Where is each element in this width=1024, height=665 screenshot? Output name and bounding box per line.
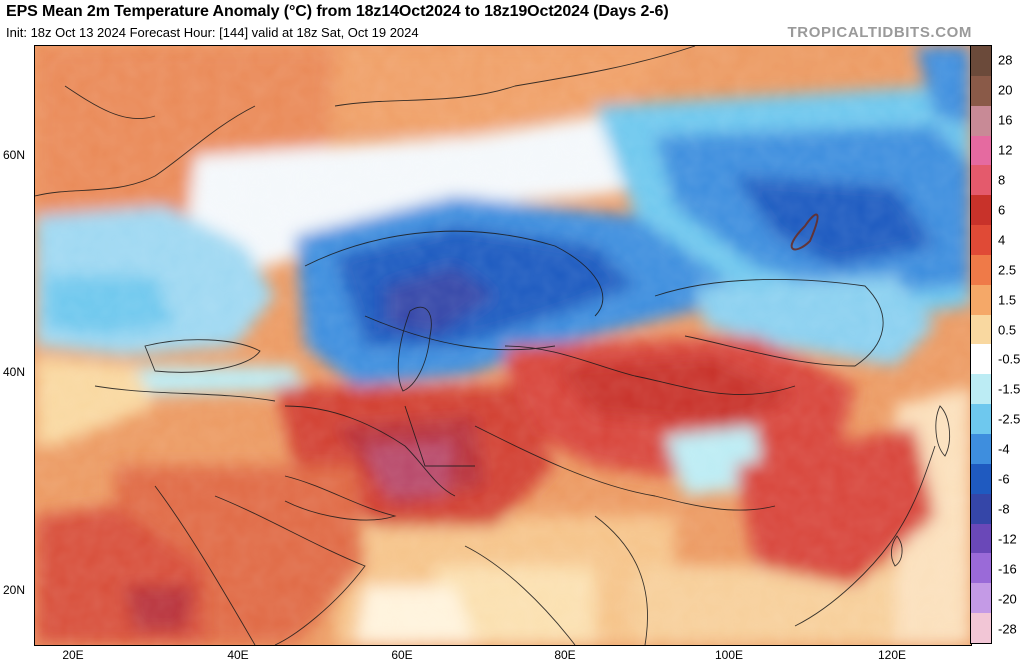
colorbar-tick-label: -28 xyxy=(998,621,1017,637)
colorbar-swatch xyxy=(971,135,991,166)
colorbar-tick-label: -16 xyxy=(998,561,1017,577)
colorbar xyxy=(970,45,992,644)
colorbar-swatch xyxy=(971,105,991,136)
colorbar-swatch xyxy=(971,433,991,464)
colorbar-swatch xyxy=(971,344,991,375)
colorbar-swatch xyxy=(971,46,991,76)
colorbar-tick-label: -6 xyxy=(998,471,1010,487)
colorbar-tick-label: 8 xyxy=(998,172,1006,188)
colorbar-swatch xyxy=(971,583,991,614)
colorbar-tick-label: 0.5 xyxy=(998,322,1017,338)
map-subtitle: Init: 18z Oct 13 2024 Forecast Hour: [14… xyxy=(6,25,419,40)
colorbar-swatch xyxy=(971,374,991,405)
colorbar-tick-label: 1.5 xyxy=(998,292,1017,308)
colorbar-tick-label: -8 xyxy=(998,501,1010,517)
source-watermark: TROPICALTIDBITS.COM xyxy=(787,24,972,41)
lat-label-40n: 40N xyxy=(3,365,26,379)
lat-label-60n: 60N xyxy=(3,148,26,162)
lon-label-80e: 80E xyxy=(554,648,576,662)
colorbar-tick-label: 28 xyxy=(998,52,1013,68)
colorbar-swatch xyxy=(971,225,991,255)
colorbar-tick-label: -0.5 xyxy=(998,351,1021,367)
lon-label-40e: 40E xyxy=(227,648,249,662)
lon-label-60e: 60E xyxy=(391,648,413,662)
colorbar-tick-label: -12 xyxy=(998,531,1017,547)
colorbar-swatch xyxy=(971,314,991,345)
colorbar-swatch xyxy=(971,463,991,494)
colorbar-tick-label: -1.5 xyxy=(998,381,1021,397)
colorbar-tick-label: 20 xyxy=(998,82,1013,98)
colorbar-swatch xyxy=(971,613,991,643)
colorbar-swatch xyxy=(971,195,991,226)
colorbar-swatch xyxy=(971,165,991,196)
lat-label-20n: 20N xyxy=(3,583,26,597)
colorbar-tick-label: 6 xyxy=(998,202,1006,218)
colorbar-tick-label: 16 xyxy=(998,112,1013,128)
colorbar-swatch xyxy=(971,404,991,434)
lon-label-100e: 100E xyxy=(714,648,744,662)
colorbar-swatch xyxy=(971,553,991,584)
colorbar-swatch xyxy=(971,254,991,285)
colorbar-tick-label: 4 xyxy=(998,232,1006,248)
map-title: EPS Mean 2m Temperature Anomaly (°C) fro… xyxy=(6,3,669,20)
colorbar-tick-label: -20 xyxy=(998,591,1017,607)
lon-label-120e: 120E xyxy=(877,648,907,662)
colorbar-swatch xyxy=(971,75,991,106)
colorbar-swatch xyxy=(971,523,991,554)
colorbar-swatch xyxy=(971,284,991,315)
colorbar-tick-label: -2.5 xyxy=(998,411,1021,427)
anomaly-field xyxy=(35,46,971,645)
lon-label-20e: 20E xyxy=(62,648,84,662)
colorbar-tick-label: 12 xyxy=(998,142,1013,158)
colorbar-tick-label: 2.5 xyxy=(998,262,1017,278)
colorbar-swatch xyxy=(971,493,991,524)
colorbar-tick-label: -4 xyxy=(998,441,1010,457)
anomaly-map[interactable] xyxy=(34,45,972,646)
